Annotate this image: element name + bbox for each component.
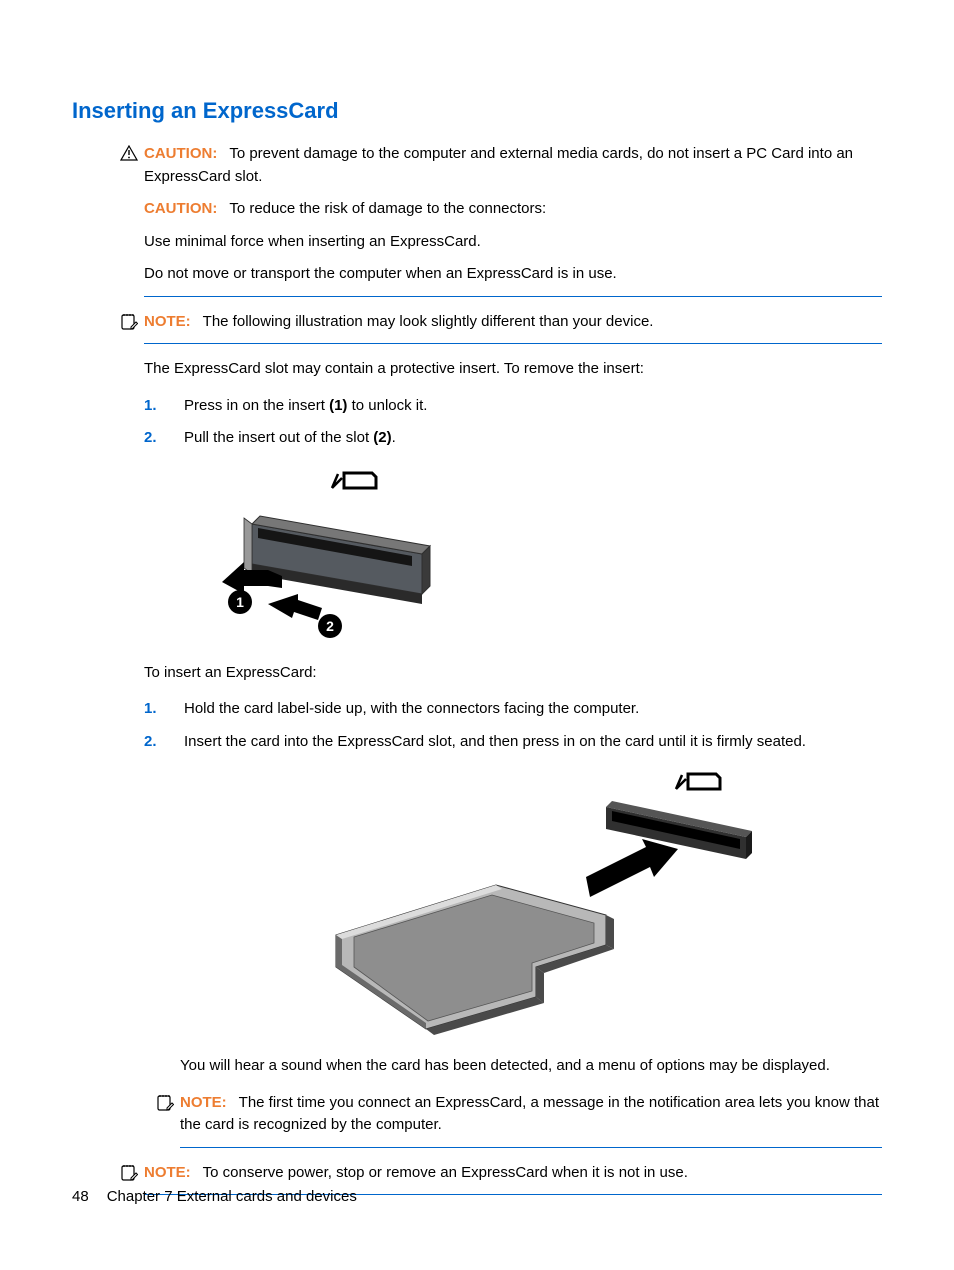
remove-steps: 1. Press in on the insert (1) to unlock … <box>144 395 882 450</box>
intro-insert-card: To insert an ExpressCard: <box>144 662 882 685</box>
caution-label: CAUTION: <box>144 200 217 217</box>
illustration-remove-insert: 1 2 <box>144 464 882 644</box>
step-text: Insert the card into the ExpressCard slo… <box>184 733 806 750</box>
note-block-1: NOTE: The following illustration may look… <box>144 311 882 345</box>
step-bold: (1) <box>329 397 347 414</box>
step-text: Pull the insert out of the slot <box>184 429 373 446</box>
caution-icon <box>120 145 138 169</box>
insert-step-2: 2. Insert the card into the ExpressCard … <box>144 731 882 754</box>
step-text: Press in on the insert <box>184 397 329 414</box>
note-icon <box>156 1094 174 1120</box>
note-1: NOTE: The following illustration may look… <box>144 311 882 334</box>
caution-2-line2: Use minimal force when inserting an Expr… <box>144 231 882 254</box>
caution-label: CAUTION: <box>144 145 217 162</box>
page-number: 48 <box>72 1188 89 1205</box>
note-icon <box>120 313 138 339</box>
page-footer: 48 Chapter 7 External cards and devices <box>72 1186 357 1209</box>
remove-step-2: 2. Pull the insert out of the slot (2). <box>144 427 882 450</box>
caution-2-text1: To reduce the risk of damage to the conn… <box>229 200 546 217</box>
insert-step-1: 1. Hold the card label-side up, with the… <box>144 698 882 721</box>
step-text: to unlock it. <box>347 397 427 414</box>
caution-1: CAUTION:To prevent damage to the compute… <box>144 143 882 188</box>
step-text: . <box>392 429 396 446</box>
caution-1-text: To prevent damage to the computer and ex… <box>144 145 853 185</box>
note-label: NOTE: <box>144 1164 191 1181</box>
note-block-2: NOTE:The first time you connect an Expre… <box>180 1092 882 1148</box>
step-bold: (2) <box>373 429 391 446</box>
caution-block: CAUTION:To prevent damage to the compute… <box>144 143 882 297</box>
step-text: Hold the card label-side up, with the co… <box>184 700 639 717</box>
note-2-text: The first time you connect an ExpressCar… <box>180 1094 879 1134</box>
chapter-label: Chapter 7 External cards and devices <box>107 1188 357 1205</box>
note-label: NOTE: <box>180 1094 227 1111</box>
illustration-insert-card <box>180 767 882 1037</box>
caution-2-line1: CAUTION: To reduce the risk of damage to … <box>144 198 882 221</box>
note-3: NOTE: To conserve power, stop or remove a… <box>144 1162 882 1185</box>
note-1-text: The following illustration may look slig… <box>203 313 654 330</box>
step-number: 1. <box>144 395 157 418</box>
step-number: 2. <box>144 427 157 450</box>
svg-text:2: 2 <box>326 618 334 634</box>
svg-text:1: 1 <box>236 594 244 610</box>
after-insert-text: You will hear a sound when the card has … <box>180 1055 882 1078</box>
intro-remove-insert: The ExpressCard slot may contain a prote… <box>144 358 882 381</box>
note-label: NOTE: <box>144 313 191 330</box>
caution-2-line3: Do not move or transport the computer wh… <box>144 263 882 286</box>
note-3-text: To conserve power, stop or remove an Exp… <box>203 1164 688 1181</box>
insert-steps: 1. Hold the card label-side up, with the… <box>144 698 882 753</box>
note-2: NOTE:The first time you connect an Expre… <box>180 1092 882 1137</box>
step-number: 2. <box>144 731 157 754</box>
remove-step-1: 1. Press in on the insert (1) to unlock … <box>144 395 882 418</box>
step-number: 1. <box>144 698 157 721</box>
section-heading: Inserting an ExpressCard <box>72 94 882 127</box>
